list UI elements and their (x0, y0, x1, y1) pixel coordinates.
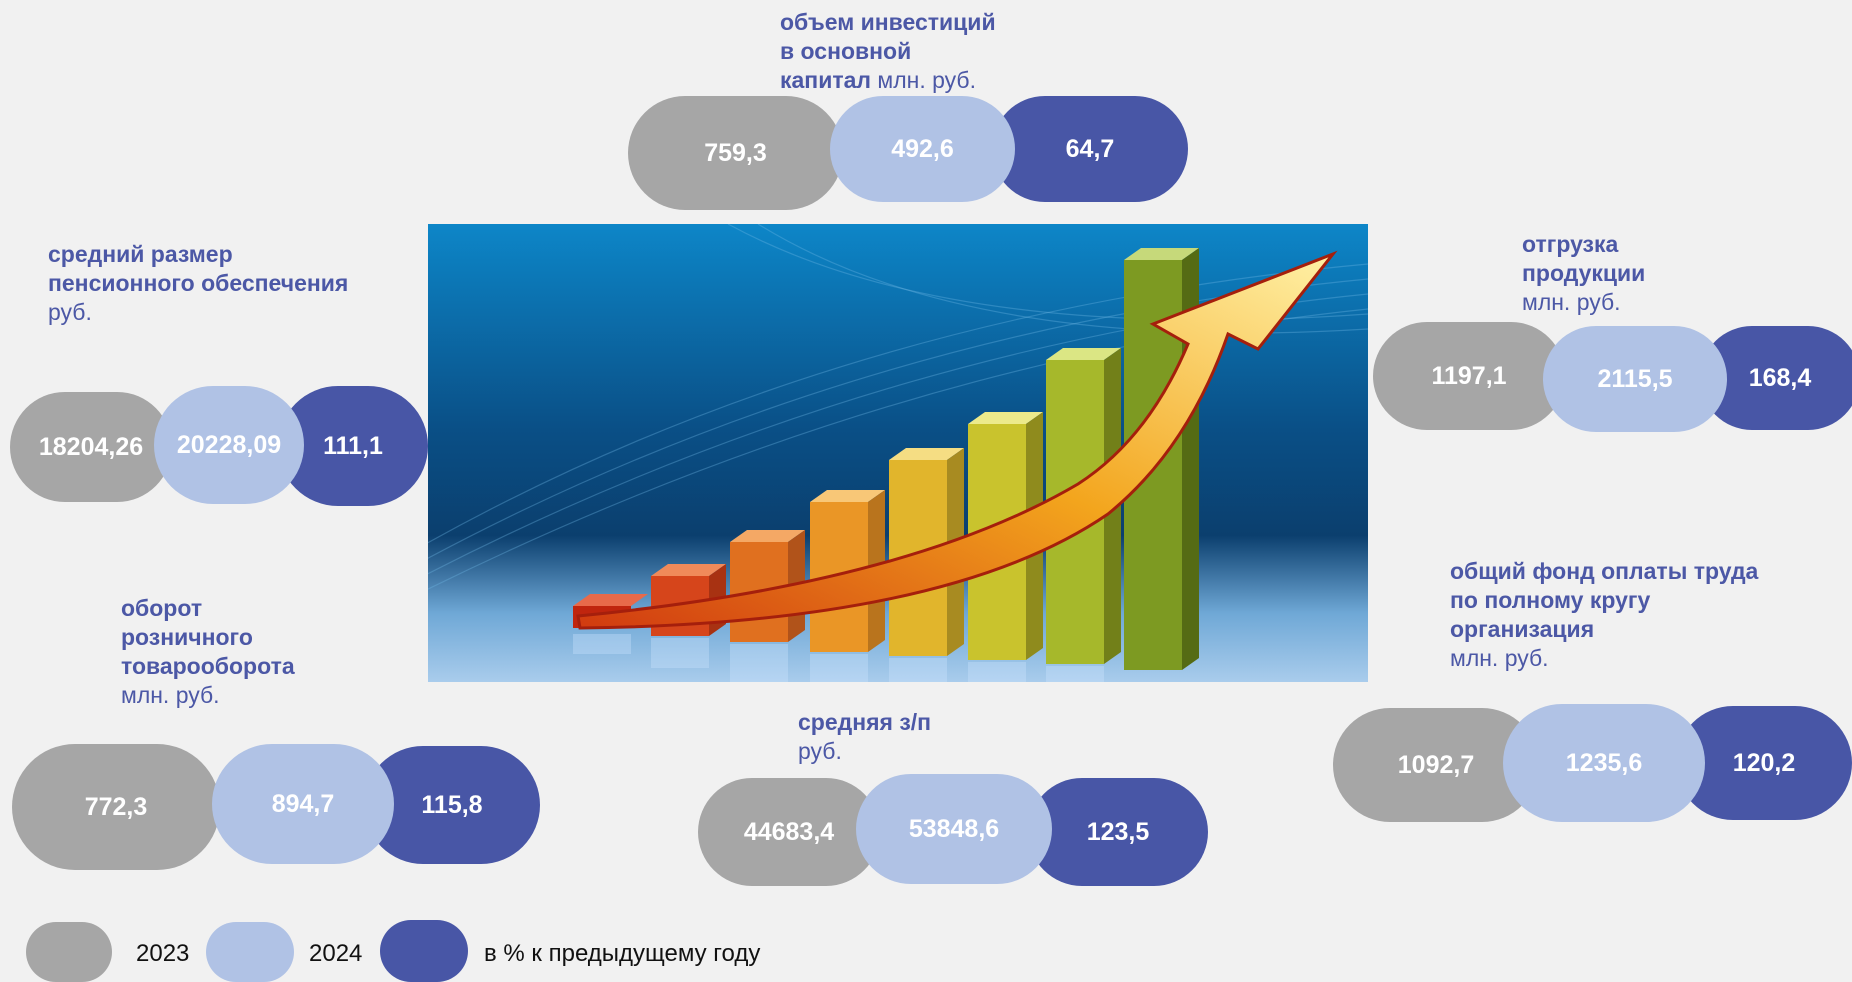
shipment-2024-value: 2115,5 (1543, 326, 1727, 432)
payroll-percent-value: 120,2 (1676, 706, 1852, 820)
legend-2024-label: 2024 (309, 940, 363, 967)
shipment-title-line-1: отгрузка (1522, 231, 1619, 257)
shipment-2023-value: 1197,1 (1373, 322, 1565, 430)
investment-title-line-1: объем инвестиций (780, 9, 996, 35)
retail-2024-value: 894,7 (212, 744, 394, 864)
investment-title: объем инвестиций в основной капитал млн.… (780, 8, 996, 95)
legend-2023-label: 2023 (136, 940, 190, 967)
shipment-title: отгрузка продукции млн. руб. (1522, 230, 1645, 317)
pension-title-line-2: пенсионного обеспечения (48, 270, 349, 296)
shipment-unit: млн. руб. (1522, 289, 1621, 315)
payroll-title-line-3: организация (1450, 616, 1595, 642)
investment-2023-value: 759,3 (628, 96, 843, 210)
payroll-title-line-1: общий фонд оплаты труда (1450, 558, 1759, 584)
retail-title-line-2: розничного (121, 624, 253, 650)
payroll-title: общий фонд оплаты труда по полному кругу… (1450, 557, 1758, 673)
retail-2023-value: 772,3 (12, 744, 220, 870)
pension-title: средний размер пенсионного обеспечения р… (48, 240, 348, 327)
salary-title: средняя з/п руб. (798, 708, 931, 766)
legend-percent-swatch (380, 920, 468, 982)
legend-2023-swatch (26, 922, 112, 982)
salary-unit: руб. (798, 738, 842, 764)
growth-chart-illustration (428, 224, 1368, 682)
salary-title-line-1: средняя з/п (798, 709, 932, 735)
retail-unit: млн. руб. (121, 682, 220, 708)
pension-unit: руб. (48, 299, 92, 325)
retail-title-line-3: товарооборота (121, 653, 295, 679)
investment-title-line-2: в основной (780, 38, 912, 64)
pension-2024-value: 20228,09 (154, 386, 304, 504)
legend-2024-swatch (206, 922, 294, 982)
payroll-unit: млн. руб. (1450, 645, 1549, 671)
investment-unit: млн. руб. (877, 67, 976, 93)
salary-2023-value: 44683,4 (698, 778, 880, 886)
shipment-title-line-2: продукции (1522, 260, 1646, 286)
retail-title: оборот розничного товарооборота млн. руб… (121, 594, 295, 710)
legend-percent-label: в % к предыдущему году (484, 940, 761, 967)
investment-2024-value: 492,6 (830, 96, 1015, 202)
growth-arrow (576, 250, 1338, 630)
salary-2024-value: 53848,6 (856, 774, 1052, 884)
retail-title-line-1: оборот (121, 595, 203, 621)
salary-percent-value: 123,5 (1028, 778, 1208, 886)
pension-title-line-1: средний размер (48, 241, 233, 267)
payroll-2024-value: 1235,6 (1503, 704, 1705, 822)
payroll-title-line-2: по полному кругу (1450, 587, 1651, 613)
investment-title-line-3: капитал (780, 67, 872, 93)
pension-2023-value: 18204,26 (10, 392, 172, 502)
investment-percent-value: 64,7 (992, 96, 1188, 202)
